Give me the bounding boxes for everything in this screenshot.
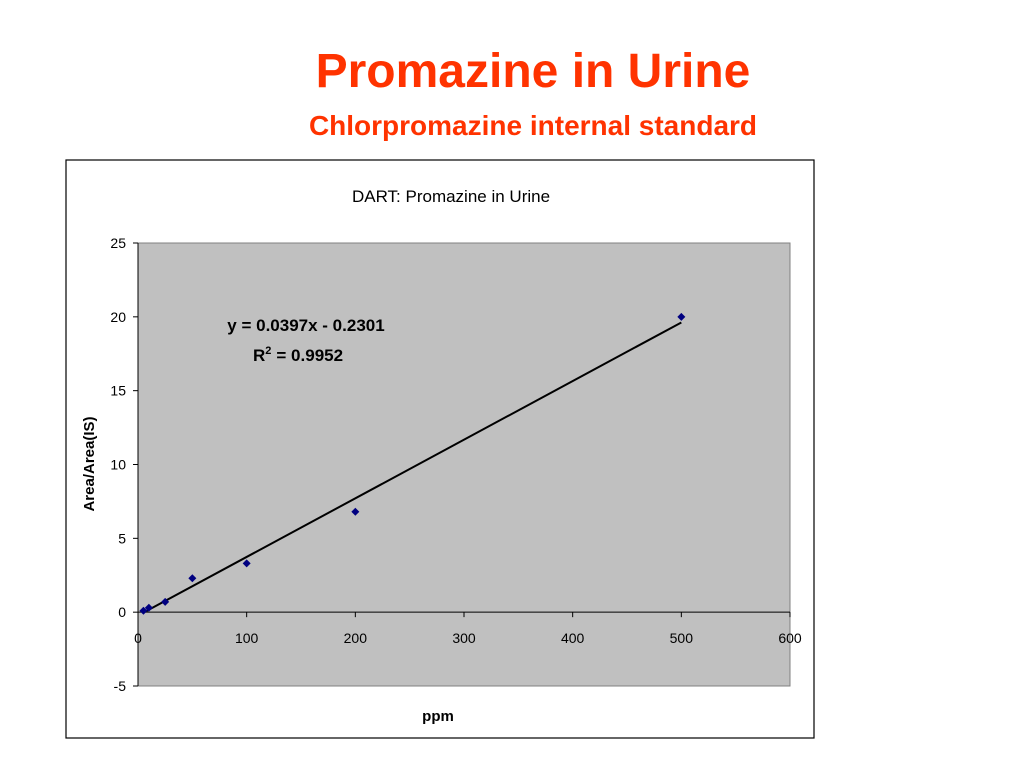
data-point — [242, 559, 251, 568]
slide-subtitle: Chlorpromazine internal standard — [309, 110, 757, 141]
y-tick-label: 10 — [110, 457, 126, 473]
trendline — [142, 321, 682, 614]
trendline-r-squared: R2 = 0.9952 — [253, 345, 343, 365]
x-tick-label: 200 — [344, 630, 368, 646]
x-tick-label: 0 — [134, 630, 142, 646]
x-tick-label: 400 — [561, 630, 585, 646]
r-symbol: R — [253, 346, 265, 365]
data-point — [139, 606, 148, 615]
data-point — [161, 597, 170, 606]
r-value: = 0.9952 — [276, 346, 343, 365]
x-tick-label: 100 — [235, 630, 259, 646]
slide-title: Promazine in Urine — [316, 45, 751, 98]
x-tick-label: 500 — [670, 630, 694, 646]
y-tick-label: 25 — [110, 235, 126, 251]
y-tick-label: 0 — [118, 604, 126, 620]
x-tick-label: 600 — [778, 630, 802, 646]
data-point — [677, 312, 686, 321]
x-axis-label: ppm — [422, 708, 454, 725]
y-tick-label: 15 — [110, 383, 126, 399]
y-tick-label: 20 — [110, 309, 126, 325]
chart-title: DART: Promazine in Urine — [352, 187, 550, 206]
trendline-equation: y = 0.0397x - 0.2301 — [227, 316, 384, 335]
data-point — [144, 603, 153, 612]
data-point — [351, 507, 360, 516]
x-tick-label: 300 — [452, 630, 476, 646]
y-tick-label: -5 — [114, 678, 127, 694]
r-exponent: 2 — [265, 345, 271, 357]
plot-area — [137, 242, 791, 687]
y-tick-label: 5 — [118, 530, 126, 546]
data-point — [188, 574, 197, 583]
y-axis-label: Area/Area(IS) — [81, 416, 98, 511]
